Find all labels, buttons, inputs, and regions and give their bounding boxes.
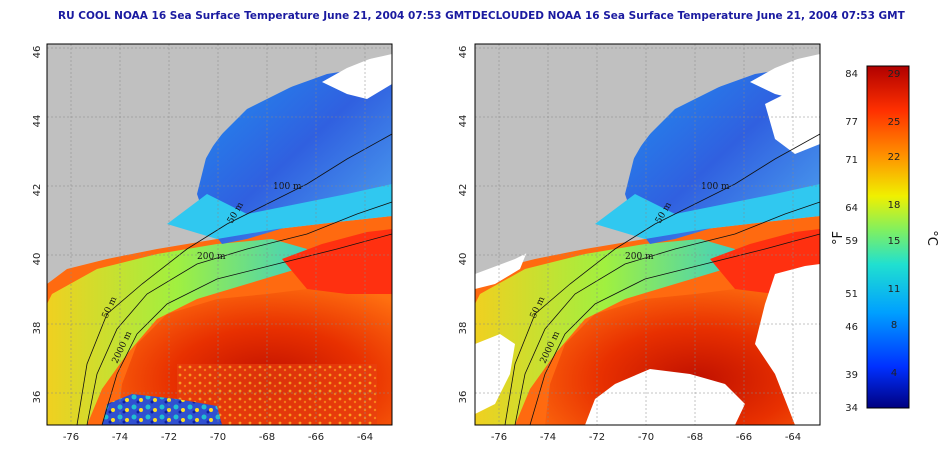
f-tick-59: 59 xyxy=(845,236,858,247)
right-lat-tick-46: 46 xyxy=(458,46,469,59)
f-tick-51: 51 xyxy=(845,289,858,300)
c-tick-11: 11 xyxy=(888,284,901,295)
left-lat-tick-46: 46 xyxy=(32,46,43,59)
c-tick-22: 22 xyxy=(888,152,901,163)
left-lon-tick-76: -76 xyxy=(63,432,79,443)
colorbar-f-label: °F xyxy=(831,231,846,245)
left-lon-tick-68: -68 xyxy=(259,432,275,443)
left-lat-tick-40: 40 xyxy=(32,253,43,266)
c-tick-29: 29 xyxy=(888,69,901,80)
right-lon-tick-68: -68 xyxy=(687,432,703,443)
left-lon-tick-70: -70 xyxy=(210,432,226,443)
right-lon-tick-72: -72 xyxy=(589,432,605,443)
colorbar-c-label: °C xyxy=(924,230,939,246)
left-lon-tick-74: -74 xyxy=(112,432,128,443)
right-lon-tick-76: -76 xyxy=(491,432,507,443)
f-tick-71: 71 xyxy=(845,155,858,166)
right-contour-label-1: 100 m xyxy=(701,182,730,192)
f-tick-77: 77 xyxy=(845,117,858,128)
f-tick-64: 64 xyxy=(845,203,858,214)
left-lat-tick-42: 42 xyxy=(32,184,43,197)
c-tick-15: 15 xyxy=(888,236,901,247)
f-tick-84: 84 xyxy=(845,69,858,80)
f-tick-46: 46 xyxy=(845,322,858,333)
f-tick-39: 39 xyxy=(845,370,858,381)
right-lat-tick-36: 36 xyxy=(458,391,469,404)
left-lat-axis: 46 44 42 40 38 36 xyxy=(32,46,43,404)
right-lon-tick-66: -66 xyxy=(736,432,752,443)
right-contour-label-3: 200 m xyxy=(625,252,654,262)
c-tick-25: 25 xyxy=(888,117,901,128)
left-contour-label-1: 100 m xyxy=(273,182,302,192)
right-lat-axis: 46 44 42 40 38 36 xyxy=(458,46,469,404)
left-lon-tick-72: -72 xyxy=(161,432,177,443)
right-lon-axis: -76 -74 -72 -70 -68 -66 -64 xyxy=(491,432,801,443)
right-lon-tick-74: -74 xyxy=(540,432,556,443)
left-lon-tick-64: -64 xyxy=(357,432,373,443)
left-lat-tick-38: 38 xyxy=(32,322,43,335)
left-contour-label-3: 200 m xyxy=(197,252,226,262)
left-lon-tick-66: -66 xyxy=(308,432,324,443)
c-tick-18: 18 xyxy=(888,200,901,211)
left-lat-tick-44: 44 xyxy=(32,115,43,128)
colorbar: 84 77 71 64 59 51 46 39 34 29 25 22 18 1… xyxy=(831,66,939,414)
c-tick-8: 8 xyxy=(891,320,897,331)
right-map: 100 m 50 m 200 m 50 m 2000 m xyxy=(475,44,820,425)
right-lon-tick-70: -70 xyxy=(638,432,654,443)
left-lon-axis: -76 -74 -72 -70 -68 -66 -64 xyxy=(63,432,373,443)
right-lat-tick-38: 38 xyxy=(458,322,469,335)
f-tick-34: 34 xyxy=(845,403,858,414)
right-lat-tick-44: 44 xyxy=(458,115,469,128)
right-lat-tick-40: 40 xyxy=(458,253,469,266)
right-lon-tick-64: -64 xyxy=(785,432,801,443)
left-map: 100 m 50 m 200 m 50 m 2000 m xyxy=(47,44,392,425)
left-lat-tick-36: 36 xyxy=(32,391,43,404)
c-tick-4: 4 xyxy=(891,368,897,379)
colorbar-f-ticks: 84 77 71 64 59 51 46 39 34 xyxy=(845,69,858,414)
right-lat-tick-42: 42 xyxy=(458,184,469,197)
